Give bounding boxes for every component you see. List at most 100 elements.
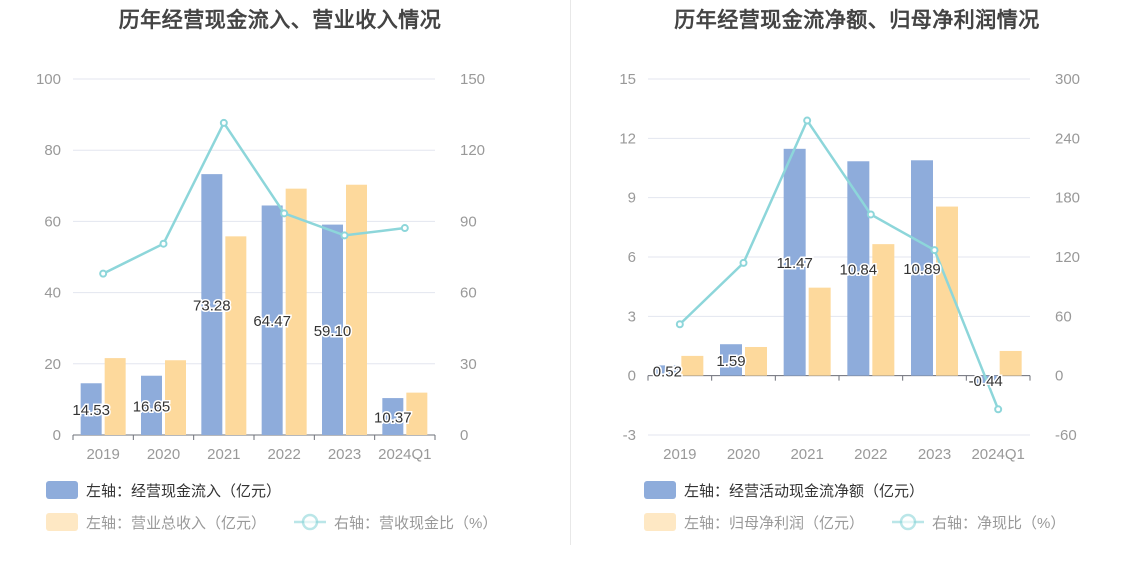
line-point	[930, 246, 939, 255]
x-tick-label: 2022	[267, 446, 300, 463]
line-point	[280, 209, 289, 218]
legend-label: 左轴：经营现金流入（亿元）	[86, 483, 281, 500]
line-point	[99, 269, 108, 278]
line-point	[219, 118, 228, 127]
bar-primary	[201, 174, 223, 435]
line-point	[340, 231, 349, 240]
x-tick-label: 2024Q1	[378, 446, 431, 463]
series-line	[102, 120, 405, 275]
y-right-tick-label: 240	[1055, 130, 1080, 147]
bar-primary	[322, 224, 343, 435]
line-point	[866, 210, 875, 219]
data-label: 11.47	[776, 255, 812, 272]
chart-title: 历年经营现金流净额、归母净利润情况	[674, 9, 1040, 32]
legend-marker	[301, 513, 319, 531]
data-label: 59.10	[314, 323, 352, 340]
line-point	[803, 116, 812, 125]
x-tick-label: 2020	[147, 446, 180, 463]
bar-primary	[80, 383, 102, 435]
bar-primary	[911, 160, 933, 376]
y-right-tick-label: 120	[460, 142, 485, 159]
y-right-tick-label: 120	[1055, 249, 1080, 266]
x-tick-label: 2022	[854, 446, 887, 463]
line-point	[400, 224, 409, 233]
data-label: 73.28	[193, 298, 231, 315]
legend-label: 左轴：营业总收入（亿元）	[86, 515, 266, 532]
bar-secondary	[681, 355, 704, 376]
y-right-tick-label: 150	[460, 71, 485, 88]
legend-label: 右轴：营收现金比（%）	[334, 515, 497, 532]
y-left-tick-label: 40	[44, 285, 61, 302]
y-left-tick-label: -3	[623, 427, 636, 444]
y-left-tick-label: 0	[53, 427, 61, 444]
x-tick-label: 2021	[207, 446, 240, 463]
y-right-tick-label: 60	[460, 285, 477, 302]
y-right-tick-label: -60	[1055, 427, 1077, 444]
x-tick-label: 2023	[918, 446, 951, 463]
legend-swatch	[644, 513, 676, 531]
y-left-tick-label: 60	[44, 213, 61, 230]
y-right-tick-label: 300	[1055, 71, 1080, 88]
data-label: 16.65	[133, 398, 171, 415]
bar-primary	[656, 365, 679, 376]
bar-secondary	[808, 287, 831, 376]
line-point	[675, 320, 684, 329]
bar-primary	[141, 375, 162, 435]
legend-swatch	[644, 481, 676, 499]
bar-primary	[720, 344, 742, 376]
legend-label: 左轴：归母净利润（亿元）	[684, 515, 864, 532]
x-tick-label: 2021	[790, 446, 823, 463]
x-tick-label: 2019	[86, 446, 119, 463]
data-label: 0.52	[653, 364, 682, 381]
legend-swatch	[46, 513, 78, 531]
legend-swatch	[46, 481, 78, 499]
bar-primary	[382, 398, 404, 435]
y-left-tick-label: 80	[44, 142, 61, 159]
series-line	[678, 117, 1000, 410]
x-tick-label: 2019	[663, 446, 696, 463]
line-point	[994, 405, 1003, 414]
bar-secondary	[165, 360, 186, 435]
bar-primary	[261, 205, 283, 435]
data-label: 64.47	[253, 313, 291, 330]
bar-secondary	[346, 184, 367, 435]
y-left-tick-label: 100	[36, 71, 61, 88]
y-left-tick-label: 6	[628, 249, 636, 266]
y-right-tick-label: 180	[1055, 190, 1080, 207]
data-label: 10.84	[840, 261, 878, 278]
y-left-tick-label: 20	[44, 356, 61, 373]
y-left-tick-label: 3	[628, 308, 636, 325]
y-left-tick-label: 9	[628, 190, 636, 207]
y-right-tick-label: 90	[460, 213, 477, 230]
bar-secondary	[872, 244, 895, 376]
bar-secondary	[285, 188, 307, 435]
x-tick-label: 2024Q1	[971, 446, 1024, 463]
data-label: 10.37	[374, 410, 412, 427]
bar-secondary	[225, 236, 247, 435]
chart-title: 历年经营现金流入、营业收入情况	[118, 9, 442, 32]
x-tick-label: 2020	[727, 446, 760, 463]
y-right-tick-label: 30	[460, 356, 477, 373]
y-left-tick-label: 0	[628, 368, 636, 385]
line-point	[159, 239, 168, 248]
legend-label: 右轴：净现比（%）	[932, 515, 1065, 532]
legend-label: 左轴：经营活动现金流净额（亿元）	[684, 483, 924, 500]
bar-secondary	[936, 206, 958, 376]
line-point	[739, 258, 748, 267]
data-label: 10.89	[903, 261, 941, 278]
data-label: 1.59	[716, 353, 745, 370]
bar-primary	[847, 161, 870, 376]
y-right-tick-label: 0	[1055, 368, 1063, 385]
bar-primary	[783, 148, 806, 376]
bar-secondary	[745, 346, 767, 376]
data-label: -0.44	[969, 373, 1003, 390]
panel-divider	[570, 0, 571, 545]
bar-secondary	[104, 358, 126, 435]
y-right-tick-label: 60	[1055, 308, 1072, 325]
data-label: 14.53	[72, 402, 110, 419]
x-tick-label: 2023	[328, 446, 361, 463]
y-left-tick-label: 12	[619, 130, 636, 147]
